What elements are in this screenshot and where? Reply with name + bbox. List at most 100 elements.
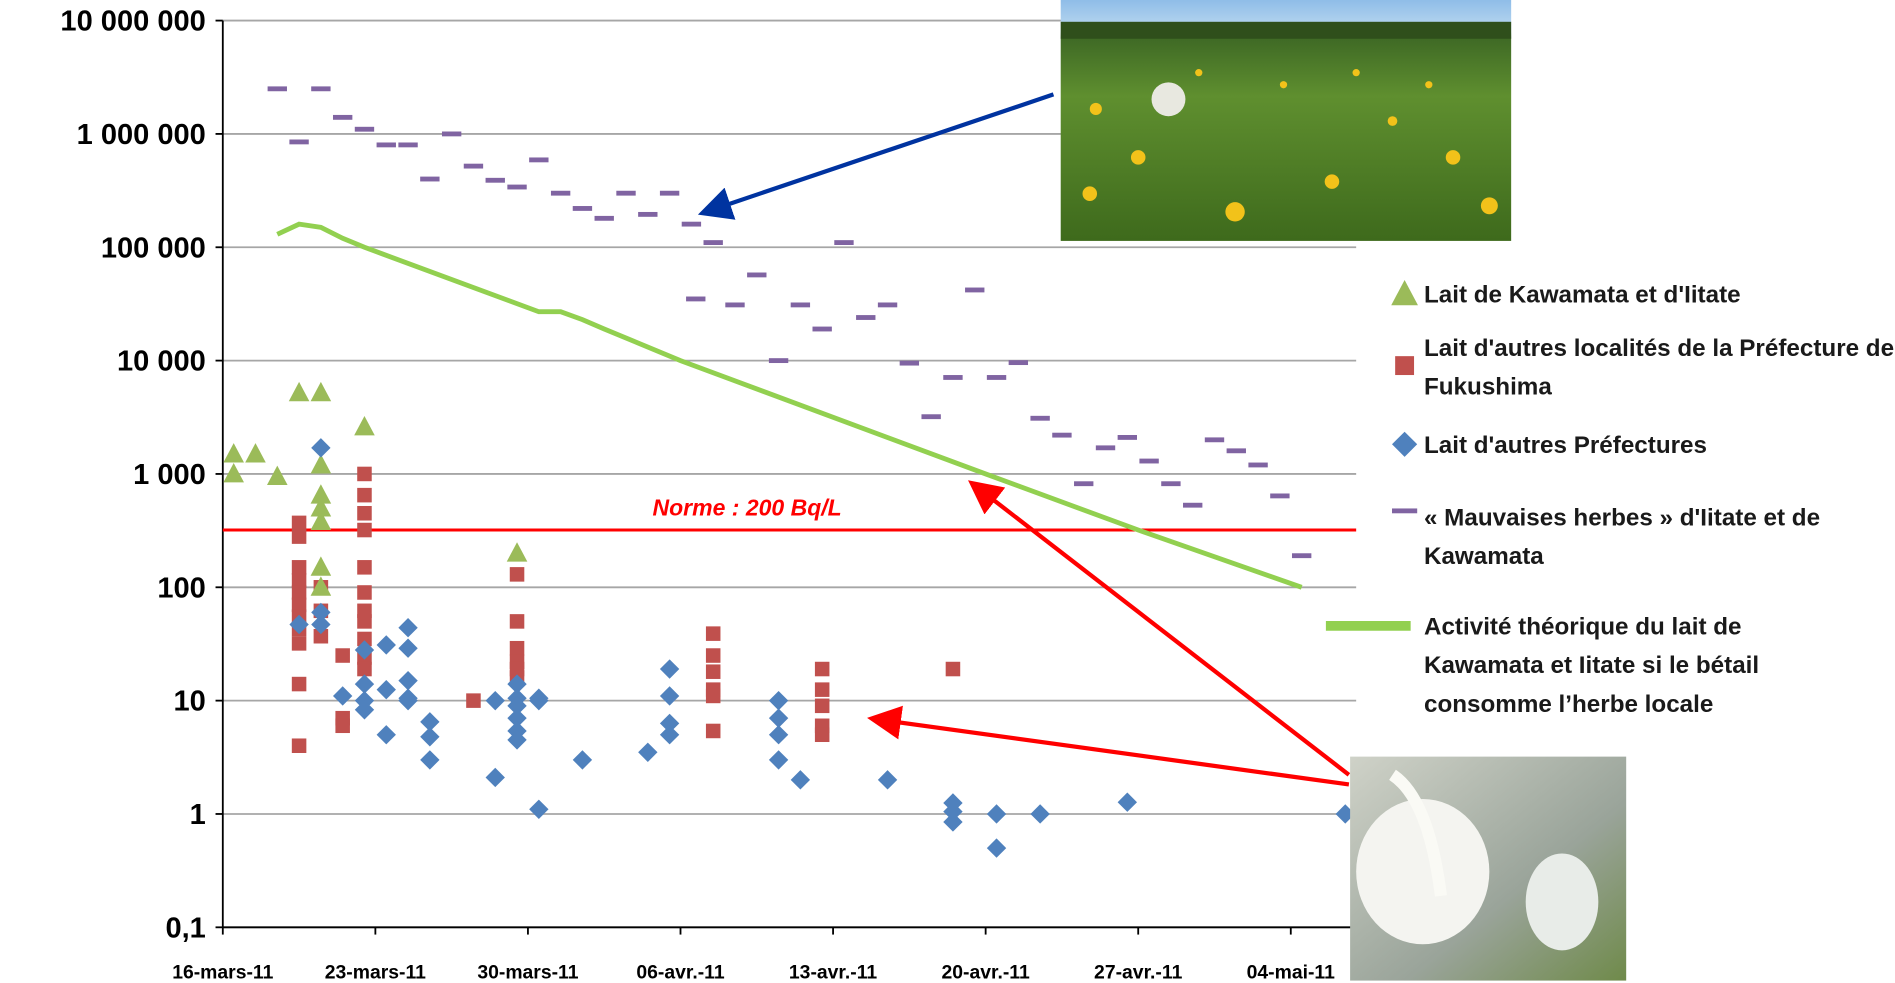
data-point — [357, 585, 372, 600]
photo-can — [1525, 853, 1599, 951]
data-point — [357, 614, 372, 629]
data-point — [398, 690, 418, 711]
data-point — [943, 375, 963, 380]
data-point — [705, 664, 721, 679]
data-point — [289, 139, 309, 145]
photo-dandelion — [1151, 82, 1186, 117]
data-point — [877, 302, 898, 308]
data-point — [398, 638, 418, 658]
data-point — [354, 674, 375, 694]
legend-text-box: Activité théorique du lait de Kawamata e… — [1424, 614, 1759, 718]
x-tick-label: 20-avr.-11 — [941, 961, 1030, 983]
data-point — [507, 730, 527, 750]
y-tick-label: 1 000 — [133, 459, 206, 491]
data-point — [291, 738, 307, 753]
legend-text-box: Lait de Kawamata et d'Iitate — [1423, 282, 1741, 309]
data-point — [945, 661, 961, 677]
data-point — [965, 287, 985, 293]
data-point — [1030, 804, 1050, 824]
annotation-arrows — [697, 92, 1351, 787]
legend-label: Lait de Kawamata et d'Iitate — [1423, 282, 1741, 309]
data-point — [310, 510, 332, 531]
x-tick-label: 30-mars-11 — [477, 961, 578, 983]
data-point — [1291, 553, 1312, 559]
data-point — [466, 693, 481, 708]
data-point — [223, 443, 244, 463]
data-point — [485, 767, 505, 788]
data-point — [441, 131, 462, 137]
data-point — [507, 696, 527, 716]
data-point — [354, 416, 375, 436]
y-tick-label: 1 — [190, 799, 206, 831]
data-point — [529, 799, 549, 819]
data-point — [659, 190, 680, 196]
legend-label: Lait d'autres Préfectures — [1423, 432, 1707, 459]
photo-flowers — [1082, 69, 1498, 222]
y-tick-label: 10 — [174, 686, 206, 718]
y-tick-label: 100 000 — [101, 232, 206, 264]
data-point — [550, 190, 571, 196]
data-point — [420, 176, 440, 182]
data-point — [398, 670, 418, 691]
data-point — [420, 727, 440, 747]
x-tick-label: 23-mars-11 — [325, 961, 426, 983]
legend-entry: Lait d'autres Préfectures — [1392, 431, 1707, 459]
data-point — [335, 718, 350, 734]
arrow — [697, 92, 1055, 220]
legend-entry: « Mauvaises herbes » d'Iitate et de Kawa… — [1392, 504, 1821, 571]
data-point — [572, 750, 593, 770]
data-point — [812, 326, 832, 332]
data-point — [768, 690, 789, 711]
data-point — [485, 177, 505, 183]
data-point — [768, 708, 789, 728]
line-series — [276, 221, 1303, 590]
data-point — [1117, 435, 1137, 440]
legend-label: Lait d'autres localités de la Préfecture… — [1423, 335, 1895, 401]
legend-entry: Lait d'autres localités de la Préfecture… — [1395, 335, 1895, 401]
data-point — [705, 688, 721, 704]
legend-entry: Activité théorique du lait de Kawamata e… — [1325, 614, 1759, 718]
data-point — [790, 770, 811, 790]
data-point — [638, 742, 658, 762]
data-point — [986, 838, 1007, 858]
data-point — [420, 712, 440, 732]
data-point — [1226, 448, 1246, 454]
y-tick-label: 10 000 000 — [60, 6, 205, 38]
data-point — [509, 614, 525, 629]
legend-text-box: Lait d'autres Préfectures — [1423, 432, 1707, 459]
legend-entry: Lait de Kawamata et d'Iitate — [1391, 280, 1741, 309]
data-point — [814, 682, 830, 697]
y-tick-label: 0,1 — [165, 912, 205, 944]
data-point — [376, 635, 396, 655]
data-point — [594, 215, 614, 221]
legend-text-box: « Mauvaises herbes » d'Iitate et de Kawa… — [1423, 504, 1821, 571]
data-point — [705, 648, 721, 663]
x-tick-label: 06-avr.-11 — [636, 961, 725, 983]
data-point — [1248, 462, 1268, 468]
data-point — [354, 126, 375, 132]
data-point — [747, 272, 767, 278]
data-point — [313, 628, 329, 644]
data-point — [291, 636, 307, 651]
data-point — [1270, 493, 1290, 499]
data-point — [659, 686, 680, 706]
data-point — [354, 700, 375, 720]
data-point — [357, 487, 372, 503]
data-point — [768, 725, 789, 745]
data-point — [790, 302, 811, 308]
data-point — [1052, 432, 1072, 438]
legend-swatch — [1392, 431, 1418, 457]
x-tick-label: 04-mai-11 — [1247, 961, 1335, 983]
photo — [1060, 0, 1512, 241]
legend-label: « Mauvaises herbes » d'Iitate et de Kawa… — [1423, 504, 1821, 571]
data-point — [1204, 437, 1225, 443]
photo-trees — [1060, 21, 1512, 39]
data-point — [357, 522, 372, 538]
data-point — [814, 698, 830, 714]
data-point — [357, 631, 372, 647]
photo-bucket — [1356, 798, 1490, 945]
photo-meadow — [1060, 0, 1512, 241]
data-point — [463, 163, 484, 169]
data-point — [986, 804, 1007, 824]
